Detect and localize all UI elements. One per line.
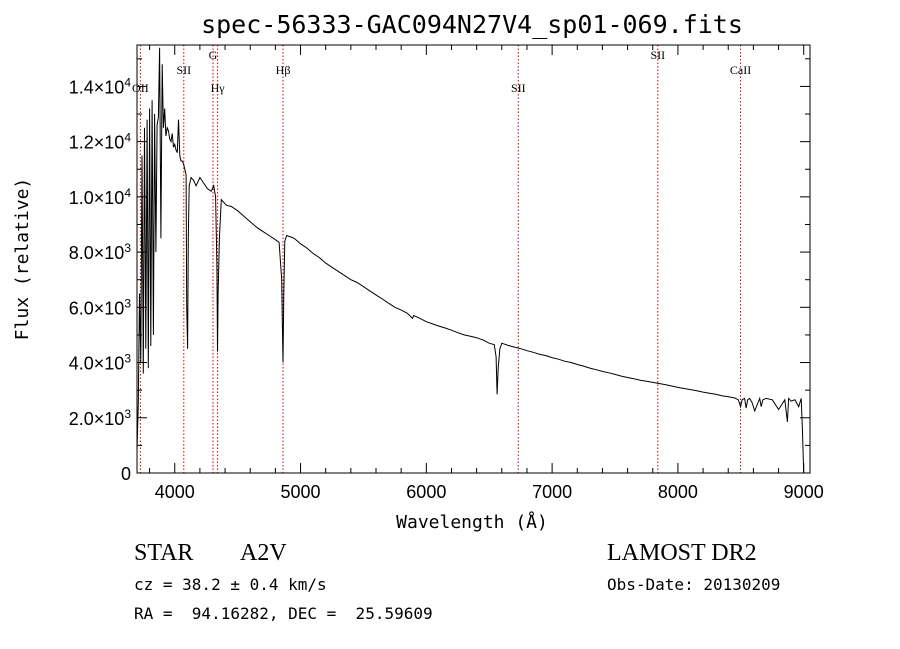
y-tick-label: 4.0×103 — [69, 352, 132, 374]
chart-title: spec-56333-GAC094N27V4_sp01-069.fits — [201, 10, 743, 39]
coordinates: RA = 94.16282, DEC = 25.59609 — [134, 604, 433, 623]
spectral-line-label: SII — [511, 81, 526, 95]
y-axis-label: Flux (relative) — [12, 178, 33, 341]
y-tick-label: 8.0×103 — [69, 241, 132, 263]
x-tick-label: 4000 — [155, 482, 195, 502]
x-tick-label: 8000 — [658, 482, 698, 502]
y-tick-label: 1.4×104 — [69, 75, 132, 97]
x-axis-ticks: 4000 5000 6000 7000 8000 9000 — [149, 45, 824, 502]
object-subclass: A2V — [240, 540, 287, 566]
plot-frame — [136, 44, 811, 474]
x-tick-label: 9000 — [784, 482, 824, 502]
spectral-line-label: Hβ — [276, 63, 291, 77]
object-class: STAR — [134, 540, 194, 566]
y-tick-label: 2.0×103 — [69, 407, 132, 429]
y-axis-ticks: 0 2.0×103 4.0×103 6.0×103 8.0×103 1.0×104 1.2×… — [69, 58, 810, 484]
x-axis-label: Wavelength (Å) — [396, 511, 548, 533]
x-tick-label: 7000 — [532, 482, 572, 502]
spectral-line-label: CaII — [730, 63, 751, 77]
spectral-line-label: SII — [650, 48, 665, 62]
x-tick-label: 6000 — [406, 482, 446, 502]
y-tick-label: 1.2×104 — [69, 131, 132, 153]
observation-date: Obs-Date: 20130209 — [607, 575, 781, 594]
spectral-line-label: OII — [132, 81, 149, 95]
x-tick-label: 5000 — [281, 482, 321, 502]
spectral-line-markers — [139, 45, 742, 473]
survey-name: LAMOST DR2 — [607, 540, 757, 566]
spectrum-series-line — [136, 47, 805, 474]
y-tick-label: 0 — [121, 464, 131, 484]
y-tick-label: 6.0×103 — [69, 296, 132, 318]
y-tick-label: 1.0×104 — [69, 186, 132, 208]
spectral-line-label: Hγ — [211, 81, 226, 95]
redshift-cz: cz = 38.2 ± 0.4 km/s — [134, 575, 327, 594]
spectral-line-labels: OII SII G Hγ Hβ SII SII CaII — [132, 48, 751, 95]
spectral-line-label: G — [209, 48, 218, 62]
spectral-line-label: SII — [176, 63, 191, 77]
